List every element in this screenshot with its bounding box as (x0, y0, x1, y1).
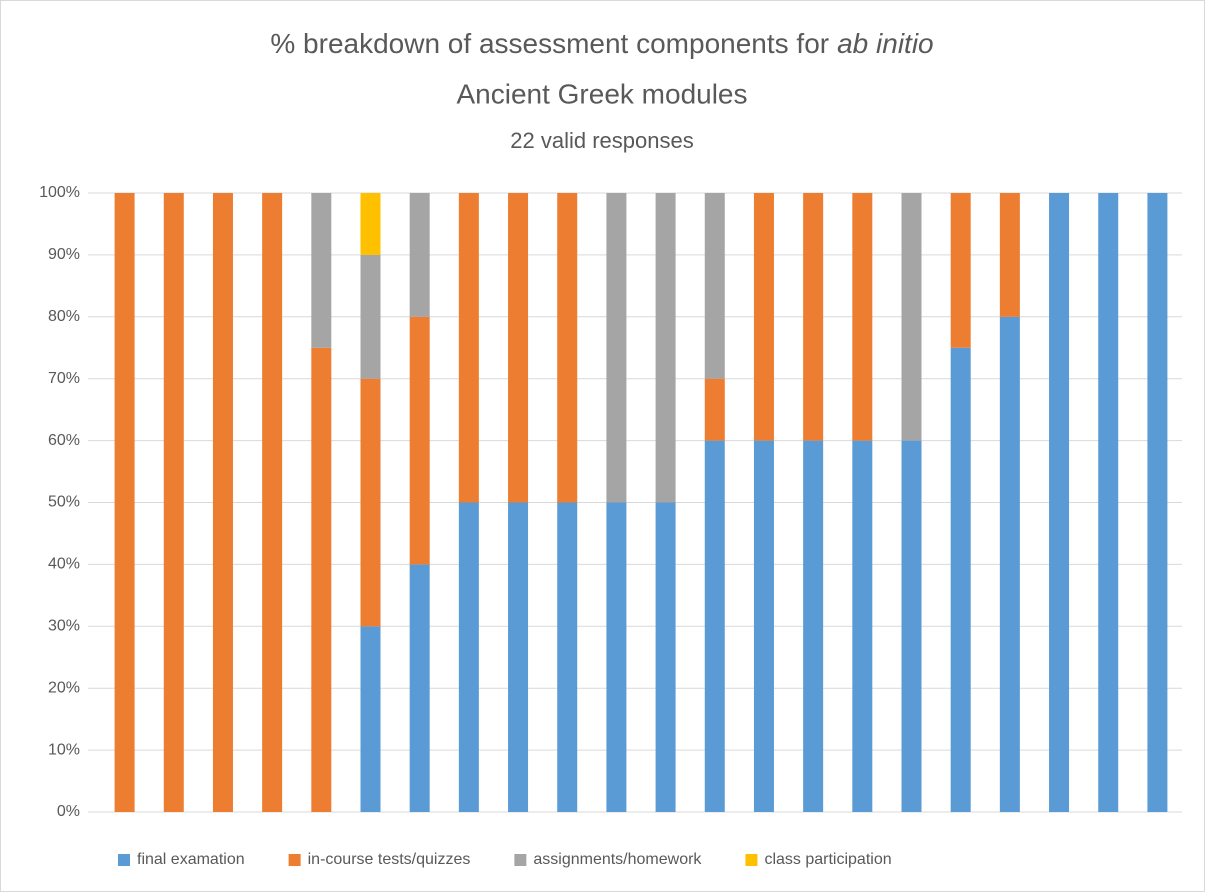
bar-segment (655, 193, 676, 503)
legend-swatch (745, 854, 758, 866)
y-tick-label: 30% (48, 618, 80, 635)
y-tick-label: 50% (48, 494, 80, 511)
bar-segment (409, 564, 430, 812)
bar-segment (999, 316, 1020, 812)
bar-segment (852, 440, 873, 812)
chart-subtitle: 22 valid responses (510, 128, 693, 153)
title-part: % breakdown of assessment components for (270, 28, 829, 59)
bar-segment (163, 193, 184, 812)
bar-segment (999, 193, 1020, 317)
legend-label: assignments/homework (533, 851, 702, 868)
y-tick-label: 70% (48, 370, 80, 387)
legend-label: class participation (764, 851, 891, 868)
bar-segment (704, 378, 725, 441)
legend-swatch (118, 854, 130, 866)
legend-label: in-course tests/quizzes (308, 851, 471, 868)
bar-segment (606, 502, 627, 812)
bar-segment (557, 502, 578, 812)
legend-swatch (514, 854, 527, 866)
bar-segment (852, 193, 873, 441)
bar-segment (212, 193, 233, 812)
y-tick-label: 90% (48, 246, 80, 263)
bar-segment (1049, 193, 1070, 812)
bar-segment (458, 193, 479, 503)
bar-segment (950, 347, 971, 812)
bar-segment (803, 440, 824, 812)
bar-segment (606, 193, 627, 503)
bar-segment (950, 193, 971, 348)
chart-title: Ancient Greek modules (456, 78, 747, 109)
y-tick-label: 100% (39, 184, 80, 201)
bar-segment (360, 626, 381, 812)
bar-segment (901, 193, 922, 441)
bar-segment (409, 193, 430, 317)
title-part: ab initio (837, 28, 934, 59)
bar-segment (409, 316, 430, 565)
bar-segment (1098, 193, 1119, 812)
bar-segment (311, 193, 332, 348)
y-tick-label: 40% (48, 556, 80, 573)
chart-title: % breakdown of assessment components for… (270, 28, 933, 59)
bar-segment (753, 193, 774, 441)
bar-segment (360, 254, 381, 379)
bar-segment (360, 193, 381, 255)
y-tick-label: 60% (48, 432, 80, 449)
bar-segment (1147, 193, 1168, 812)
bar-segment (311, 347, 332, 812)
bar-segment (901, 440, 922, 812)
bar-segment (803, 193, 824, 441)
legend-label: final examation (137, 851, 245, 868)
bar-segment (704, 193, 725, 379)
bar-segment (557, 193, 578, 503)
bar-segment (458, 502, 479, 812)
bar-segment (704, 440, 725, 812)
bar-segment (360, 378, 381, 627)
y-tick-label: 10% (48, 741, 80, 758)
legend-swatch (288, 854, 301, 866)
bar-segment (508, 193, 529, 503)
y-tick-label: 20% (48, 679, 80, 696)
bar-segment (753, 440, 774, 812)
bar-segment (114, 193, 135, 812)
y-tick-label: 80% (48, 308, 80, 325)
bar-segment (508, 502, 529, 812)
y-tick-label: 0% (57, 803, 80, 820)
bar-segment (262, 193, 283, 812)
bar-segment (655, 502, 676, 812)
